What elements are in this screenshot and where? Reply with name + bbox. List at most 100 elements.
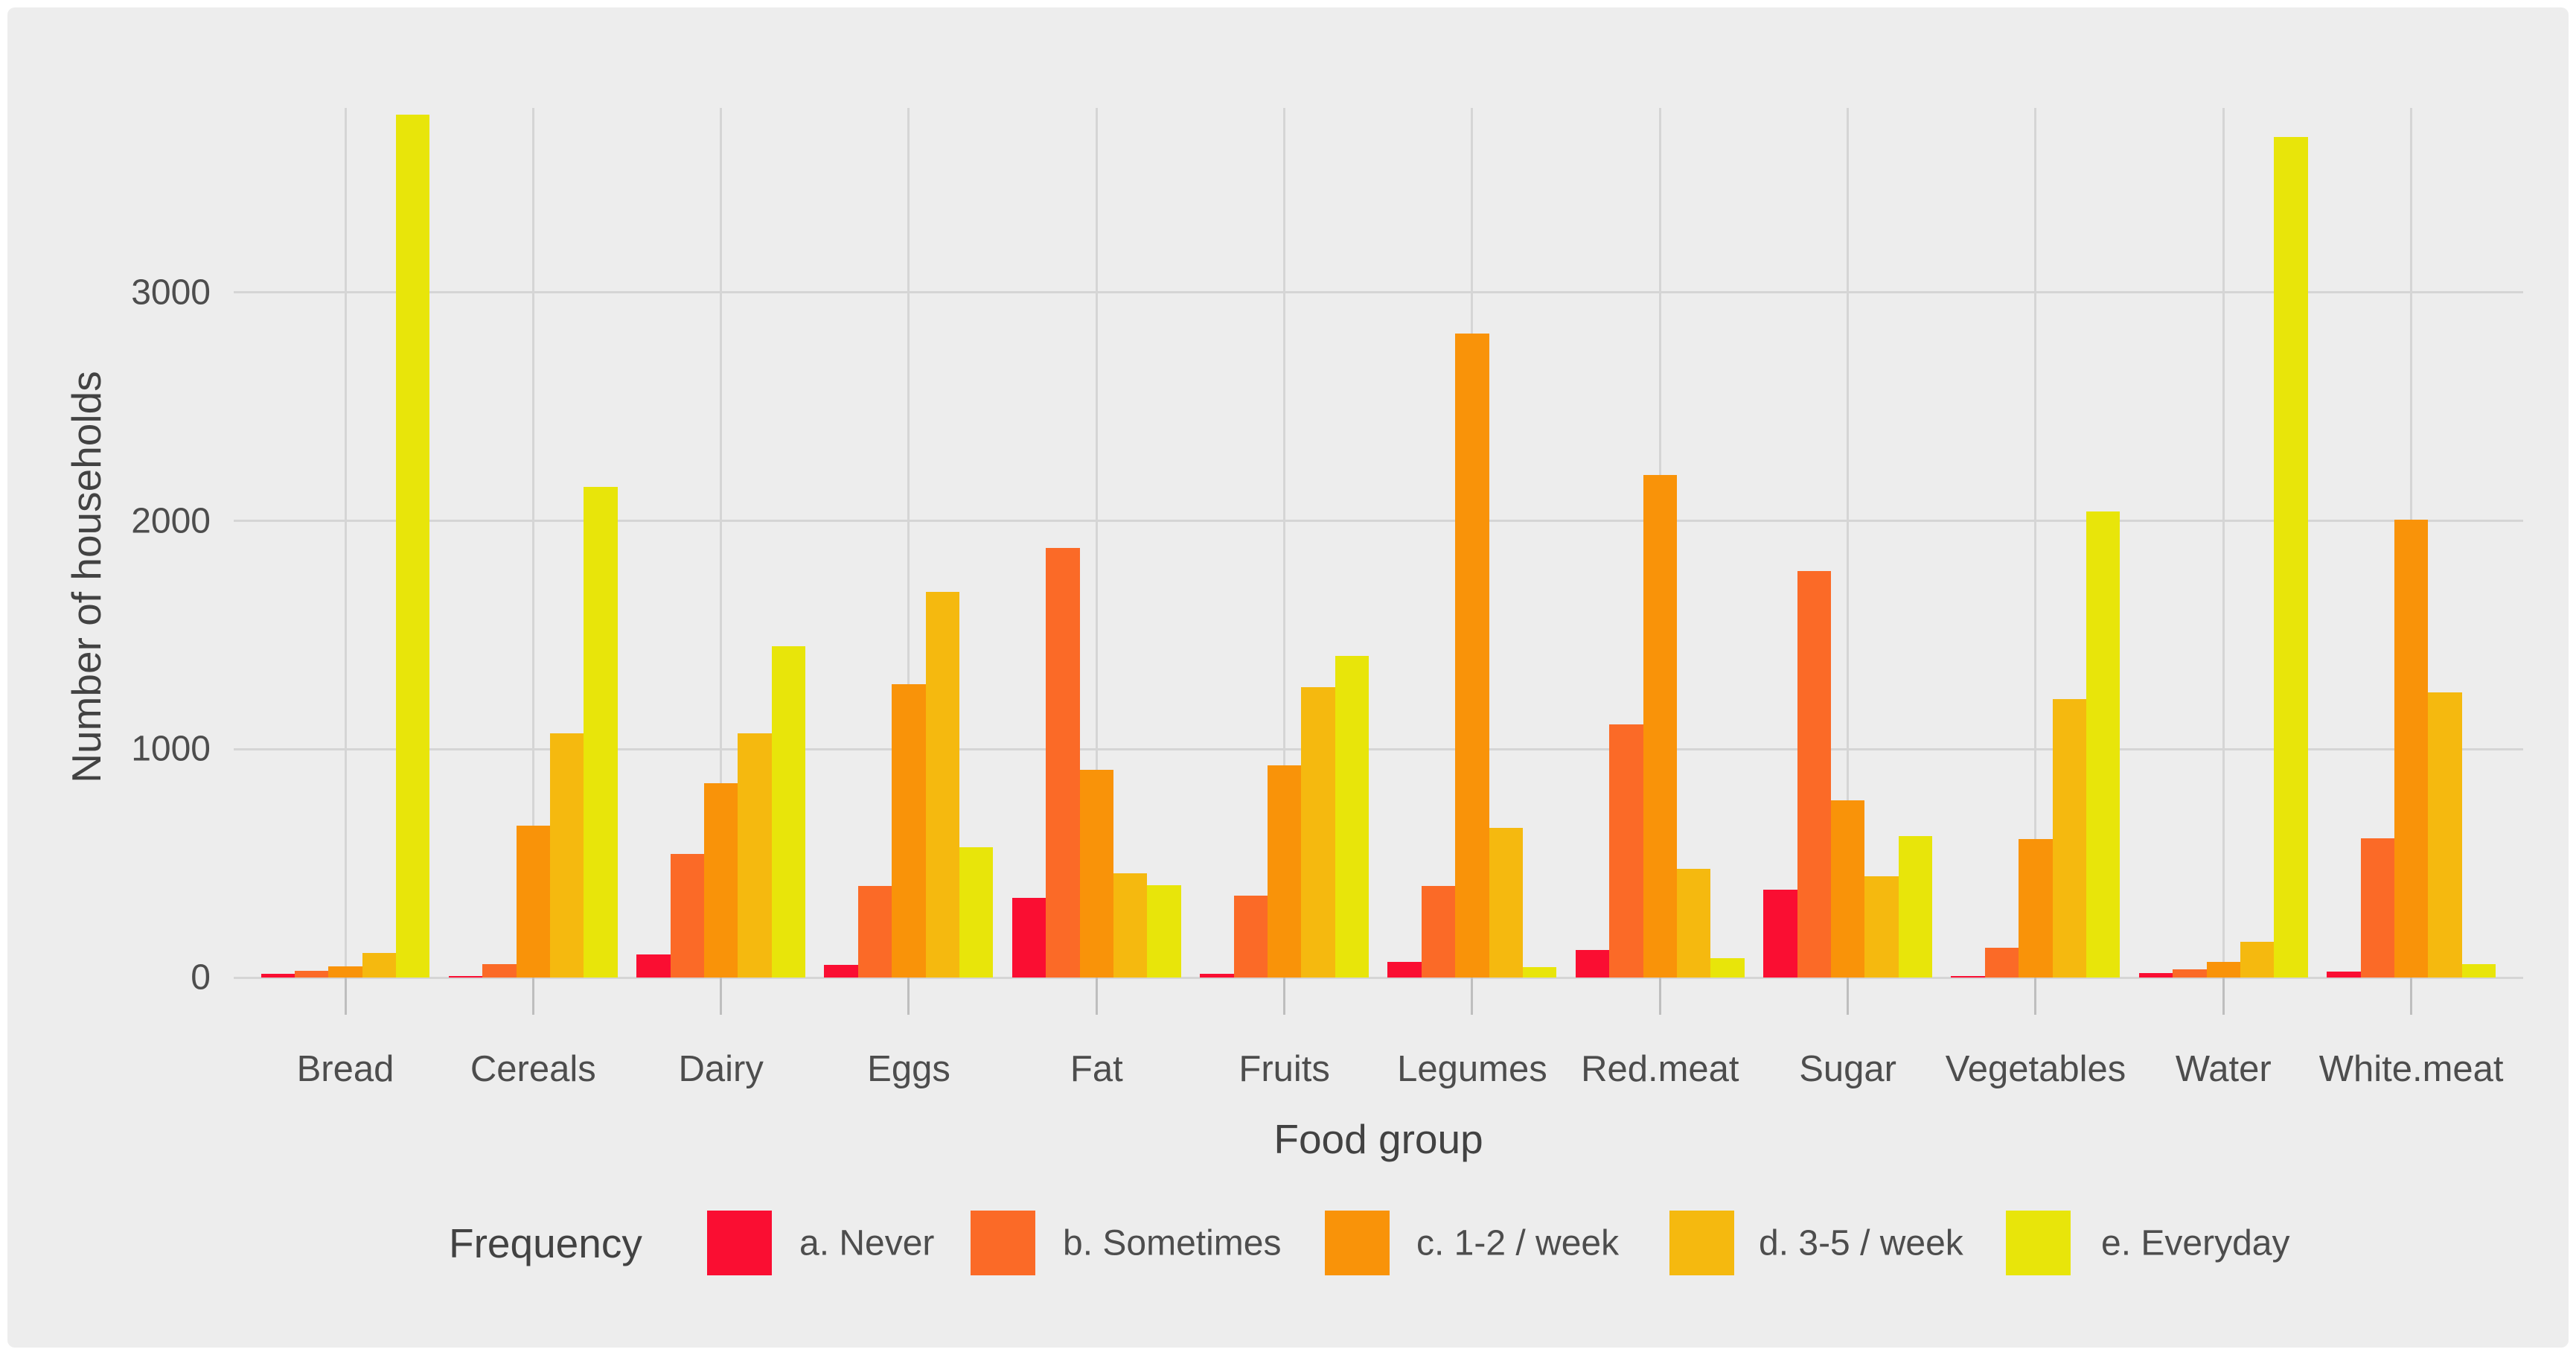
y-tick-label-1000: 1000 (131, 729, 211, 769)
bar-Sugar-e (1898, 835, 1933, 978)
bar-Cereals-c (516, 826, 551, 978)
x-tick-label-Red.meat: Red.meat (1581, 1049, 1739, 1089)
bar-Water-c (2206, 961, 2240, 978)
bar-Legumes-b (1421, 886, 1456, 978)
x-tick-mark-Water (2222, 978, 2225, 1015)
x-tick-mark-Legumes (1471, 978, 1474, 1015)
bar-Dairy-a (636, 954, 671, 978)
bar-White.meat-c (2394, 520, 2429, 978)
bar-Eggs-a (824, 965, 858, 978)
bar-White.meat-b (2360, 838, 2394, 978)
bar-Vegetables-b (1984, 948, 2019, 978)
x-tick-mark-Vegetables (2034, 978, 2037, 1015)
x-axis-title: Food group (1273, 1116, 1483, 1162)
bar-Eggs-e (959, 847, 994, 978)
bar-Fruits-e (1335, 655, 1370, 978)
y-axis-title: Number of households (63, 371, 109, 783)
bar-Cereals-e (584, 486, 618, 978)
legend-label-c: c. 1-2 / week (1416, 1223, 1620, 1263)
x-tick-label-Dairy: Dairy (678, 1049, 764, 1089)
bar-Water-e (2274, 137, 2308, 978)
bar-Sugar-b (1797, 571, 1831, 978)
bar-Cereals-d (550, 733, 584, 978)
gridline-x-Water (2222, 108, 2225, 978)
gridline-x-Eggs (907, 108, 910, 978)
x-tick-mark-Cereals (531, 978, 534, 1015)
bar-Legumes-e (1523, 967, 1557, 978)
gridline-x-Dairy (720, 108, 723, 978)
bar-Fruits-d (1301, 687, 1335, 978)
x-tick-mark-Eggs (907, 978, 910, 1015)
bar-Red.meat-a (1575, 950, 1610, 978)
gridline-x-Fruits (1283, 108, 1286, 978)
y-tick-label-0: 0 (191, 957, 211, 998)
legend-label-b: b. Sometimes (1063, 1223, 1282, 1263)
gridline-x-Sugar (1847, 108, 1850, 978)
x-tick-label-Legumes: Legumes (1397, 1049, 1547, 1089)
x-tick-label-Eggs: Eggs (867, 1049, 950, 1089)
y-tick-label-3000: 3000 (131, 272, 211, 313)
x-tick-label-Water: Water (2175, 1049, 2272, 1089)
gridline-y-1000 (234, 747, 2523, 750)
bar-Fruits-b (1233, 895, 1268, 978)
x-tick-label-Vegetables: Vegetables (1945, 1049, 2126, 1089)
gridline-x-Cereals (531, 108, 534, 978)
bar-Dairy-d (738, 733, 772, 978)
bar-White.meat-d (2428, 692, 2462, 978)
bar-Fat-d (1113, 873, 1148, 978)
bar-Water-d (2240, 942, 2275, 978)
bar-Legumes-c (1455, 334, 1489, 978)
legend-label-d: d. 3-5 / week (1759, 1223, 1963, 1263)
bar-White.meat-e (2461, 963, 2496, 978)
x-tick-label-Fruits: Fruits (1239, 1049, 1330, 1089)
x-tick-mark-White.meat (2410, 978, 2413, 1015)
legend-title: Frequency (449, 1220, 642, 1266)
bar-Eggs-b (857, 886, 892, 978)
bar-Red.meat-c (1643, 475, 1677, 978)
bar-Red.meat-b (1609, 724, 1643, 978)
legend-swatch-a (707, 1211, 772, 1275)
bar-Bread-b (294, 971, 329, 978)
x-tick-mark-Fruits (1283, 978, 1286, 1015)
bar-Dairy-e (771, 646, 806, 978)
legend-swatch-c (1325, 1211, 1390, 1275)
bar-Vegetables-c (2019, 839, 2053, 978)
bar-Eggs-d (925, 591, 960, 978)
bar-Bread-e (396, 114, 430, 978)
bar-Water-a (2138, 972, 2173, 978)
bar-Water-b (2173, 969, 2207, 978)
bar-Cereals-b (482, 963, 517, 978)
bar-Legumes-a (1387, 961, 1422, 978)
plot-panel (234, 108, 2523, 979)
y-tick-label-2000: 2000 (131, 501, 211, 541)
x-tick-mark-Red.meat (1658, 978, 1661, 1015)
bar-Legumes-d (1489, 828, 1524, 978)
bar-Eggs-c (892, 683, 926, 978)
bar-Bread-a (261, 974, 295, 978)
bar-Sugar-c (1830, 800, 1865, 978)
gridline-y-3000 (234, 291, 2523, 294)
x-tick-label-Cereals: Cereals (470, 1049, 596, 1089)
bar-Cereals-a (448, 975, 483, 978)
legend-swatch-b (971, 1211, 1035, 1275)
legend-swatch-d (1669, 1211, 1734, 1275)
x-tick-label-Sugar: Sugar (1799, 1049, 1896, 1089)
bar-Red.meat-d (1677, 869, 1711, 978)
bar-Red.meat-e (1710, 957, 1745, 978)
x-tick-label-Fat: Fat (1070, 1049, 1123, 1089)
x-tick-label-Bread: Bread (296, 1049, 394, 1089)
bar-Fat-e (1147, 884, 1181, 978)
bar-Fat-b (1046, 548, 1080, 978)
bar-Fruits-a (1200, 974, 1234, 978)
bar-Dairy-c (703, 783, 738, 978)
bar-Dairy-b (670, 854, 704, 978)
bar-Sugar-d (1864, 876, 1899, 978)
bar-Bread-d (362, 952, 397, 978)
bar-Vegetables-d (2052, 698, 2087, 978)
bar-Fruits-c (1267, 765, 1302, 978)
gridline-x-Fat (1095, 108, 1098, 978)
x-tick-mark-Fat (1095, 978, 1098, 1015)
x-tick-mark-Bread (344, 978, 347, 1015)
legend-label-a: a. Never (799, 1223, 935, 1263)
gridline-y-2000 (234, 520, 2523, 523)
